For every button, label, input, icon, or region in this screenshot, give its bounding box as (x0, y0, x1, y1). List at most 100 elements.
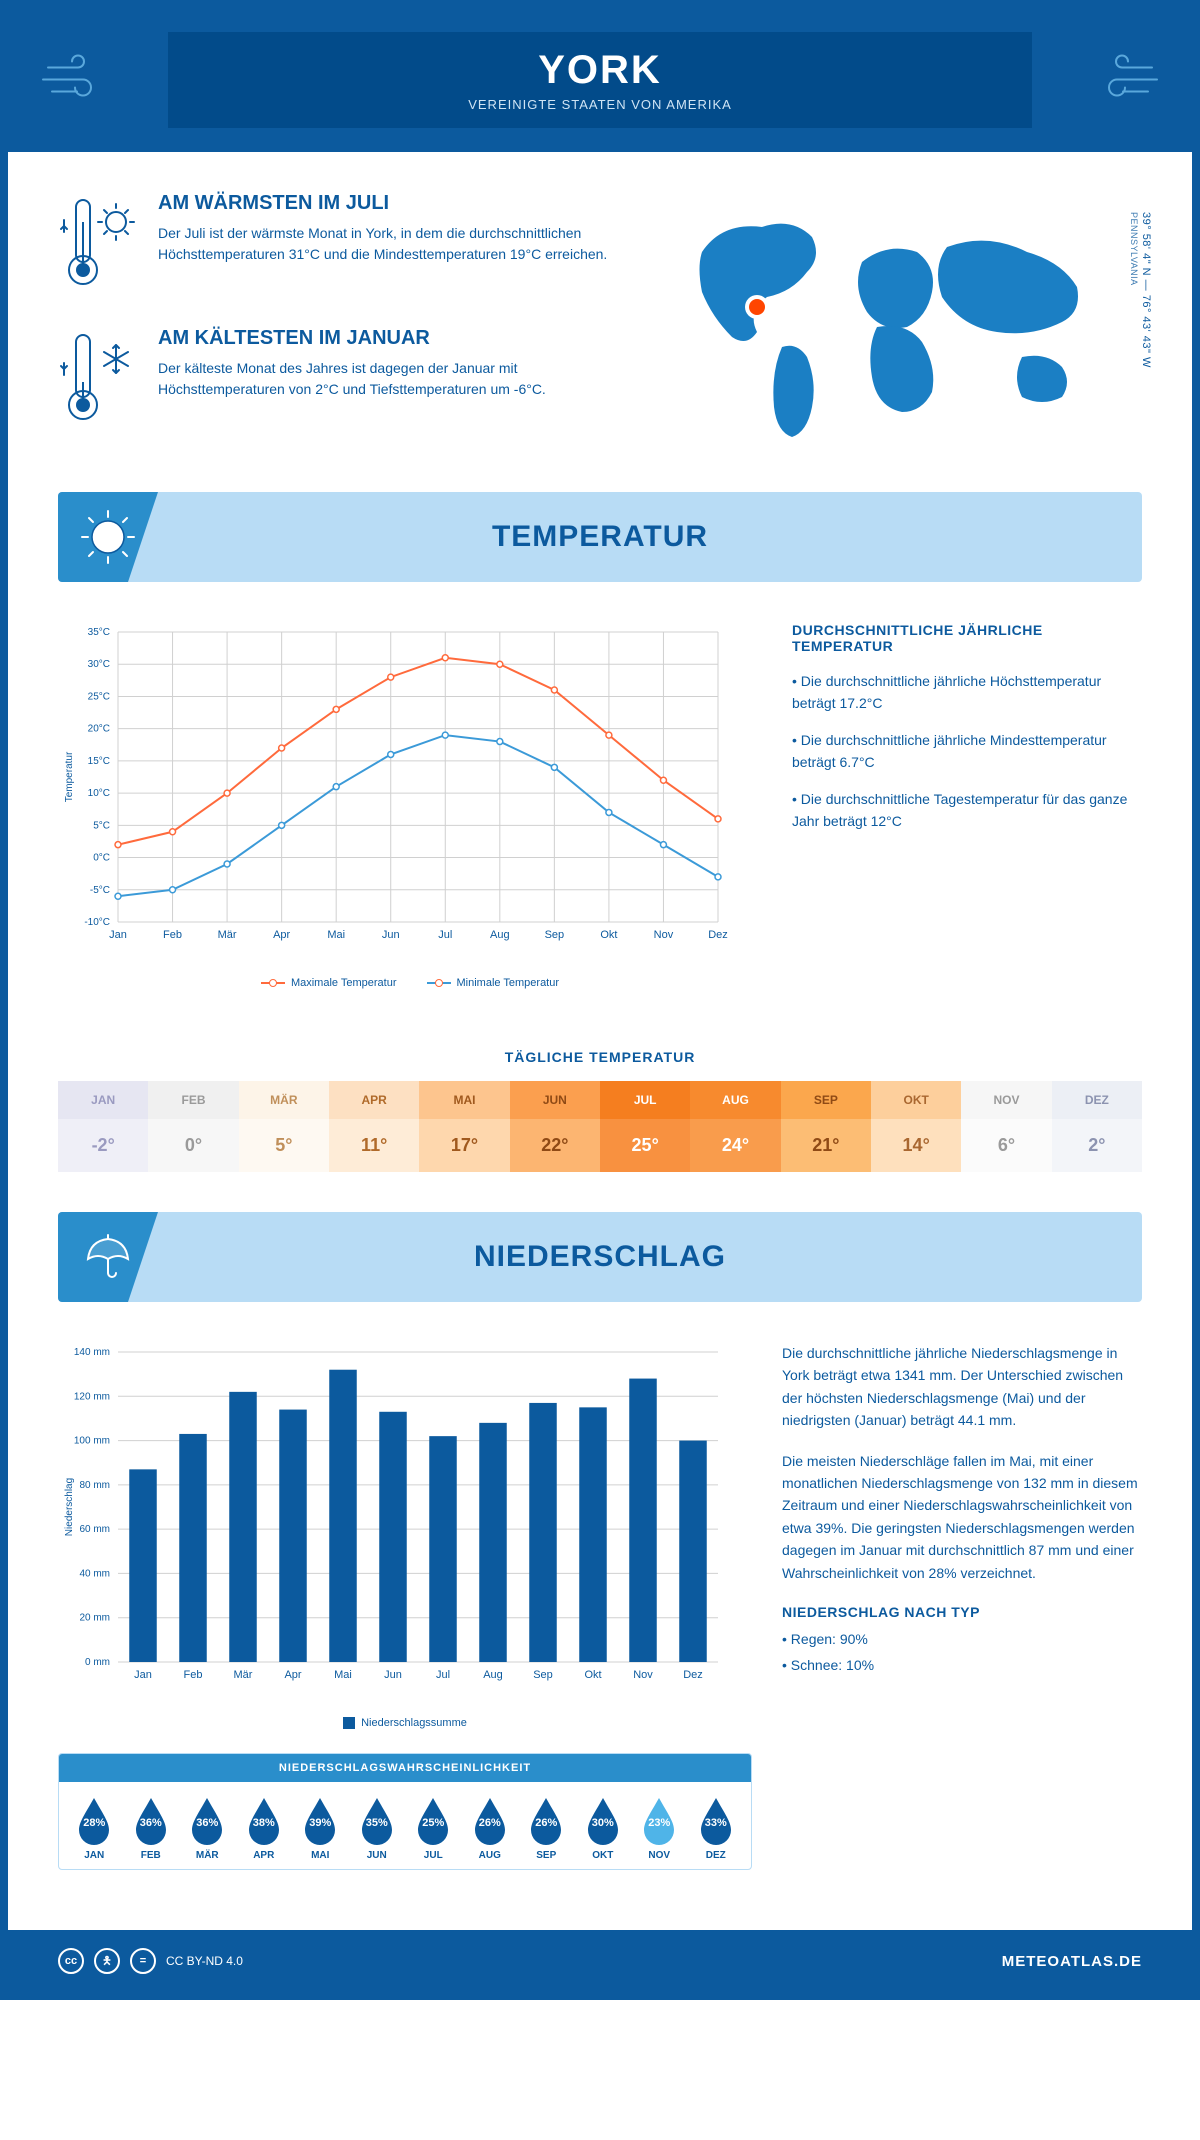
daily-cell: OKT 14° (871, 1081, 961, 1172)
precip-type-snow: • Schnee: 10% (782, 1654, 1142, 1676)
svg-text:Mär: Mär (234, 1669, 253, 1681)
svg-text:120 mm: 120 mm (74, 1391, 110, 1402)
raindrop-icon: 23% (638, 1794, 680, 1846)
wind-icon (38, 48, 118, 113)
top-info-row: AM WÄRMSTEN IM JULI Der Juli ist der wär… (8, 152, 1192, 492)
svg-text:20 mm: 20 mm (79, 1613, 110, 1624)
warmest-text: Der Juli ist der wärmste Monat in York, … (158, 223, 622, 265)
svg-text:25°C: 25°C (88, 691, 110, 702)
top-info-left: AM WÄRMSTEN IM JULI Der Juli ist der wär… (58, 192, 622, 462)
svg-text:Sep: Sep (545, 929, 565, 941)
section-bar-precipitation: NIEDERSCHLAG (58, 1212, 1142, 1302)
warmest-title: AM WÄRMSTEN IM JULI (158, 192, 622, 215)
prob-cell: 30% OKT (576, 1794, 631, 1861)
svg-text:Dez: Dez (708, 929, 728, 941)
header: YORK VEREINIGTE STAATEN VON AMERIKA (8, 8, 1192, 152)
svg-text:Jan: Jan (134, 1669, 152, 1681)
svg-text:100 mm: 100 mm (74, 1436, 110, 1447)
raindrop-icon: 38% (243, 1794, 285, 1846)
prob-cell: 26% SEP (519, 1794, 574, 1861)
svg-text:Feb: Feb (163, 929, 182, 941)
svg-text:Nov: Nov (633, 1669, 653, 1681)
svg-text:Jun: Jun (384, 1669, 402, 1681)
svg-text:0 mm: 0 mm (85, 1657, 110, 1668)
svg-text:40 mm: 40 mm (79, 1568, 110, 1579)
prob-cell: 36% MÄR (180, 1794, 235, 1861)
precip-text-col: Die durchschnittliche jährliche Niedersc… (782, 1342, 1142, 1870)
daily-cell: AUG 24° (690, 1081, 780, 1172)
raindrop-icon: 30% (582, 1794, 624, 1846)
coldest-text: Der kälteste Monat des Jahres ist dagege… (158, 358, 622, 400)
daily-cell: JAN -2° (58, 1081, 148, 1172)
svg-text:140 mm: 140 mm (74, 1347, 110, 1358)
temp-side-title: DURCHSCHNITTLICHE JÄHRLICHE TEMPERATUR (792, 622, 1142, 654)
precipitation-probability-box: NIEDERSCHLAGSWAHRSCHEINLICHKEIT 28% JAN … (58, 1753, 752, 1870)
umbrella-icon (58, 1212, 158, 1302)
raindrop-icon: 26% (469, 1794, 511, 1846)
world-map (662, 192, 1102, 452)
raindrop-icon: 39% (299, 1794, 341, 1846)
raindrop-icon: 36% (130, 1794, 172, 1846)
daily-temp-title: TÄGLICHE TEMPERATUR (8, 1049, 1192, 1065)
page-title: YORK (168, 48, 1032, 93)
svg-text:Mai: Mai (334, 1669, 352, 1681)
section-title-temp: TEMPERATUR (58, 520, 1142, 554)
coldest-title: AM KÄLTESTEN IM JANUAR (158, 327, 622, 350)
svg-text:Mai: Mai (327, 929, 345, 941)
precip-type-rain: • Regen: 90% (782, 1628, 1142, 1650)
wind-icon (1082, 48, 1162, 113)
precip-chart-legend: Niederschlagssumme (58, 1717, 752, 1729)
prob-cell: 36% FEB (124, 1794, 179, 1861)
svg-text:Okt: Okt (600, 929, 617, 941)
svg-text:Feb: Feb (184, 1669, 203, 1681)
svg-text:Aug: Aug (490, 929, 510, 941)
svg-text:Niederschlag: Niederschlag (64, 1478, 75, 1536)
coordinates: 39° 58' 4" N — 76° 43' 43" W PENNSYLVANI… (1128, 212, 1152, 368)
footer: cc 🯅 = CC BY-ND 4.0 METEOATLAS.DE (8, 1930, 1192, 1992)
raindrop-icon: 35% (356, 1794, 398, 1846)
prob-cell: 38% APR (237, 1794, 292, 1861)
temperature-summary: DURCHSCHNITTLICHE JÄHRLICHE TEMPERATUR •… (792, 622, 1142, 989)
precipitation-area: 0 mm20 mm40 mm60 mm80 mm100 mm120 mm140 … (8, 1302, 1192, 1890)
svg-text:Apr: Apr (273, 929, 290, 941)
daily-cell: FEB 0° (148, 1081, 238, 1172)
prob-cell: 35% JUN (350, 1794, 405, 1861)
prob-cell: 39% MAI (293, 1794, 348, 1861)
prob-cell: 33% DEZ (689, 1794, 744, 1861)
svg-text:60 mm: 60 mm (79, 1524, 110, 1535)
thermometer-cold-icon (58, 327, 138, 432)
svg-text:Jul: Jul (436, 1669, 450, 1681)
raindrop-icon: 33% (695, 1794, 737, 1846)
svg-text:20°C: 20°C (88, 724, 110, 735)
svg-text:Nov: Nov (654, 929, 674, 941)
precip-left-col: 0 mm20 mm40 mm60 mm80 mm100 mm120 mm140 … (58, 1342, 752, 1870)
precipitation-bar-chart: 0 mm20 mm40 mm60 mm80 mm100 mm120 mm140 … (58, 1342, 738, 1702)
temperature-area: -10°C-5°C0°C5°C10°C15°C20°C25°C30°C35°CJ… (8, 582, 1192, 1029)
svg-text:30°C: 30°C (88, 659, 110, 670)
svg-text:-5°C: -5°C (90, 885, 110, 896)
footer-site: METEOATLAS.DE (1002, 1953, 1142, 1970)
raindrop-icon: 28% (73, 1794, 115, 1846)
svg-text:0°C: 0°C (93, 853, 110, 864)
precip-para-1: Die durchschnittliche jährliche Niedersc… (782, 1342, 1142, 1432)
page-subtitle: VEREINIGTE STAATEN VON AMERIKA (168, 97, 1032, 112)
svg-text:Jan: Jan (109, 929, 127, 941)
daily-cell: JUL 25° (600, 1081, 690, 1172)
prob-title: NIEDERSCHLAGSWAHRSCHEINLICHKEIT (59, 1754, 751, 1782)
daily-cell: NOV 6° (961, 1081, 1051, 1172)
daily-temp-table: JAN -2° FEB 0° MÄR 5° APR 11° MAI 17° JU… (58, 1081, 1142, 1172)
temp-bullet-3: • Die durchschnittliche Tagestemperatur … (792, 788, 1142, 833)
sun-icon (58, 492, 158, 582)
daily-cell: MAI 17° (419, 1081, 509, 1172)
daily-cell: MÄR 5° (239, 1081, 329, 1172)
svg-text:5°C: 5°C (93, 820, 110, 831)
section-bar-temperature: TEMPERATUR (58, 492, 1142, 582)
daily-cell: SEP 21° (781, 1081, 871, 1172)
svg-text:Dez: Dez (683, 1669, 703, 1681)
precip-type-title: NIEDERSCHLAG NACH TYP (782, 1604, 1142, 1620)
header-banner: YORK VEREINIGTE STAATEN VON AMERIKA (168, 32, 1032, 128)
prob-cell: 23% NOV (632, 1794, 687, 1861)
temp-bullet-1: • Die durchschnittliche jährliche Höchst… (792, 670, 1142, 715)
cc-icon: cc (58, 1948, 84, 1974)
by-icon: 🯅 (94, 1948, 120, 1974)
